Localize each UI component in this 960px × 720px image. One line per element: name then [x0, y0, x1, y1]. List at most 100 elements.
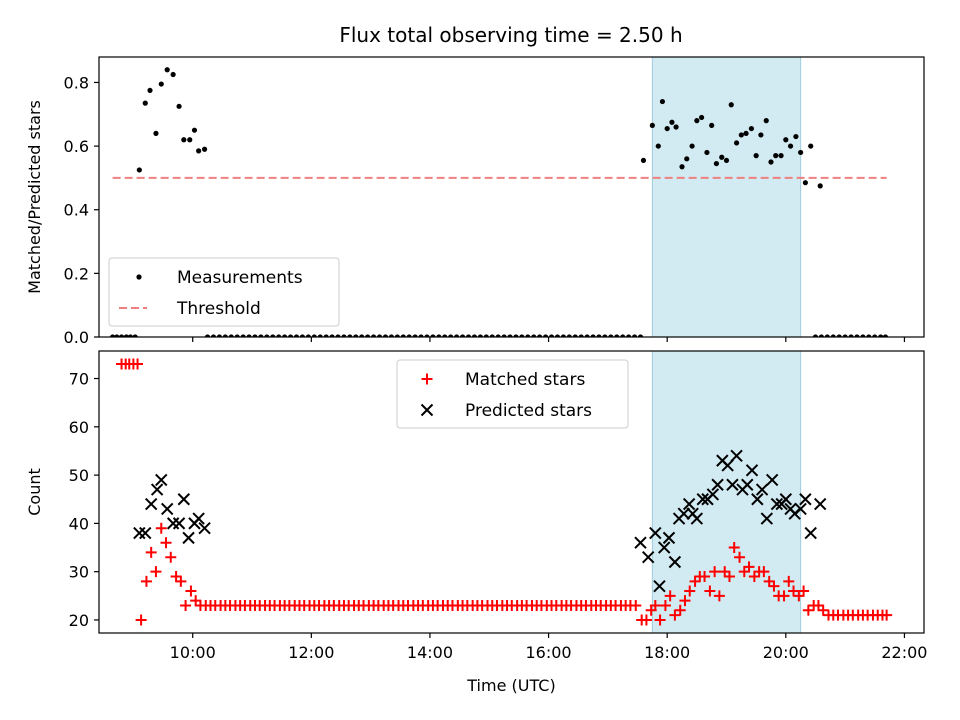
data-point: [684, 156, 690, 162]
data-point: [155, 522, 167, 534]
data-point: [763, 575, 775, 587]
data-point: [198, 522, 211, 535]
legend-label: Measurements: [177, 268, 303, 288]
data-point: [155, 473, 168, 487]
data-point: [662, 531, 676, 545]
y-tick-label: 0.8: [64, 73, 89, 92]
data-point: [812, 334, 819, 337]
data-point: [127, 334, 134, 337]
data-point: [817, 183, 823, 189]
data-point: [699, 571, 711, 583]
data-point: [276, 334, 282, 337]
data-point: [711, 478, 724, 491]
data-point: [713, 160, 720, 167]
data-point: [654, 614, 666, 626]
data-point: [658, 541, 671, 554]
data-point: [246, 334, 252, 337]
data-point: [400, 334, 406, 337]
data-point: [153, 130, 159, 136]
data-point: [728, 542, 740, 554]
data-point: [187, 137, 193, 143]
data-point: [730, 449, 743, 462]
data-point: [763, 118, 769, 124]
data-point: [634, 536, 647, 549]
data-point: [412, 334, 418, 337]
data-point: [210, 334, 217, 337]
data-point: [882, 334, 889, 337]
data-point: [234, 334, 240, 337]
ratio-panel: 0.0 0.2 0.4 0.6 0.8 Matched/Predicted stars Me…: [25, 56, 925, 347]
data-point: [630, 599, 642, 611]
data-point: [770, 497, 784, 511]
data-point: [388, 334, 394, 337]
data-point: [150, 483, 164, 496]
data-point: [848, 334, 854, 337]
data-point: [135, 614, 147, 626]
x-tick-label: 12:00: [288, 643, 334, 662]
y-tick-label: 0.2: [64, 264, 89, 283]
legend-box: [108, 257, 340, 327]
data-point: [684, 585, 696, 597]
data-point: [341, 334, 347, 337]
data-point: [741, 478, 754, 491]
data-point: [626, 334, 632, 337]
data-point: [287, 334, 294, 337]
data-point: [501, 334, 507, 337]
data-point: [842, 334, 848, 337]
data-point: [768, 159, 774, 165]
data-point: [270, 334, 276, 337]
data-point: [543, 334, 549, 337]
data-point: [430, 334, 436, 337]
data-point: [779, 493, 793, 506]
data-point: [659, 599, 671, 611]
data-point: [758, 132, 764, 138]
data-point: [311, 334, 317, 337]
data-point: [590, 334, 596, 337]
data-point: [655, 143, 661, 149]
data-point: [802, 604, 814, 616]
data-point: [531, 334, 537, 337]
data-point: [755, 483, 769, 496]
data-point: [123, 334, 129, 337]
data-point: [704, 149, 710, 156]
y-tick-label: 70: [69, 370, 89, 389]
data-point: [180, 599, 192, 611]
data-point: [477, 334, 483, 337]
data-point: [721, 459, 734, 472]
data-point: [614, 334, 620, 337]
data-point: [748, 571, 760, 583]
y-tick-label: 0.0: [64, 328, 89, 347]
data-point: [669, 119, 675, 125]
data-point: [788, 585, 800, 597]
data-point: [787, 143, 794, 149]
data-point: [145, 546, 157, 558]
data-point: [866, 334, 872, 337]
data-point: [140, 575, 152, 587]
data-point: [160, 537, 172, 549]
data-point: [860, 334, 866, 337]
legend-label: Predicted stars: [465, 401, 592, 421]
data-point: [694, 118, 700, 124]
data-point: [640, 157, 647, 164]
x-axis-label: Time (UTC): [466, 676, 555, 695]
data-point: [872, 334, 878, 337]
data-point: [170, 71, 176, 78]
count-panel: 10:00 12:00 14:00 16:00 18:00 20:00 22:00 20 30 4…: [25, 350, 927, 695]
data-point: [110, 334, 116, 337]
data-point: [192, 512, 205, 525]
data-point: [783, 137, 789, 143]
data-point: [808, 143, 814, 149]
legend-marker-swatch: [421, 373, 433, 385]
data-point: [118, 334, 125, 337]
data-point: [442, 334, 448, 337]
data-point: [723, 571, 735, 583]
data-point: [406, 334, 412, 337]
data-point: [132, 334, 138, 337]
legend: Matched stars Predicted stars: [396, 359, 629, 429]
data-point: [664, 590, 676, 602]
data-point: [778, 590, 790, 602]
data-point: [664, 125, 670, 132]
data-point: [802, 180, 808, 186]
data-point: [679, 595, 691, 607]
data-point: [150, 566, 162, 578]
